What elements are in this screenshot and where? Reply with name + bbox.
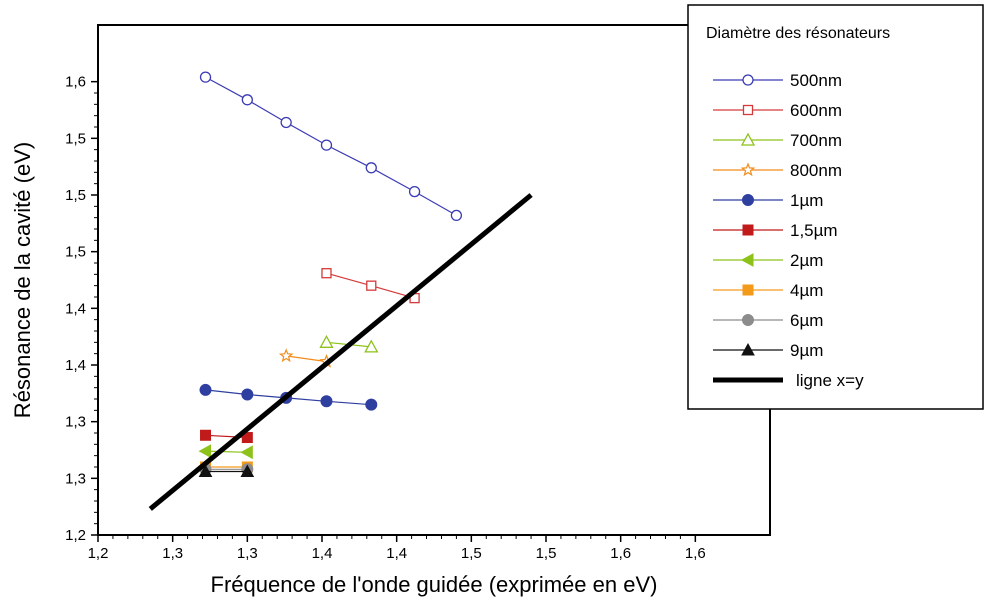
data-point-500nm: [199, 71, 212, 83]
y-tick-label: 1,5: [65, 130, 86, 147]
legend-label: ligne x=y: [796, 371, 864, 390]
legend-item-1-m: 1µm: [713, 191, 823, 210]
legend-item-700nm: 700nm: [713, 131, 842, 150]
data-point-1-5-m: [241, 432, 253, 444]
series-500nm: [199, 71, 463, 222]
legend-label: 1,5µm: [790, 221, 838, 240]
x-tick-label: 1,5: [536, 545, 557, 562]
data-point-9-m: [198, 464, 213, 478]
series-line-2-m: [205, 450, 248, 453]
x-tick-label: 1,6: [685, 545, 706, 562]
legend-label: 6µm: [790, 311, 823, 330]
legend-items: 500nm 600nm 700nm 800nm 1µm 1,5µm 2µm 4µm 6µm 9µm…: [713, 71, 864, 390]
legend-marker: [742, 104, 754, 116]
legend-marker: [740, 253, 754, 267]
legend-item-9-m: 9µm: [713, 341, 823, 360]
series-600nm: [321, 268, 420, 304]
series-9-m: [198, 464, 255, 478]
legend: Diamètre des résonateurs 500nm 600nm 700nm…: [687, 4, 984, 410]
y-tick-label: 1,4: [65, 357, 86, 374]
legend-marker: [742, 224, 754, 236]
legend-title: Diamètre des résonateurs: [706, 25, 890, 42]
data-point-600nm: [321, 268, 332, 279]
y-axis-title: Résonance de la cavité (eV): [10, 142, 35, 418]
legend-label: 800nm: [790, 161, 842, 180]
series-line-800nm: [286, 355, 327, 363]
legend-marker: [742, 314, 754, 326]
legend-label: 500nm: [790, 71, 842, 90]
data-point-2-m: [240, 445, 253, 460]
x-axis: 1,2 1,3 1,3 1,4 1,4 1,5 1,5 1,6 1,6: [88, 535, 706, 562]
y-axis: 1,2 1,3 1,3 1,4 1,4 1,5 1,5 1,5 1,6: [65, 74, 98, 544]
x-tick-label: 1,3: [237, 545, 258, 562]
legend-label: 1µm: [790, 191, 823, 210]
data-point-500nm: [320, 139, 333, 151]
legend-label: 4µm: [790, 281, 823, 300]
y-tick-label: 1,3: [65, 414, 86, 431]
y-tick-label: 1,5: [65, 187, 86, 204]
legend-label: 600nm: [790, 101, 842, 120]
x-tick-label: 1,6: [610, 545, 631, 562]
legend-item-800nm: 800nm: [713, 161, 842, 180]
data-point-1-m: [320, 395, 333, 408]
x-tick-label: 1,4: [386, 545, 407, 562]
x-axis-title: Fréquence de l'onde guidée (exprimée en …: [211, 572, 658, 597]
legend-marker: [741, 342, 755, 356]
x-tick-label: 1,4: [312, 545, 333, 562]
data-point-600nm: [366, 280, 377, 291]
data-point-500nm: [365, 162, 377, 174]
legend-item-500nm: 500nm: [713, 71, 842, 90]
legend-marker: [740, 132, 756, 146]
series-line-ligne-x-y: [148, 193, 533, 511]
data-point-1-m: [365, 398, 378, 411]
legend-marker: [740, 162, 756, 177]
y-tick-label: 1,5: [65, 244, 86, 261]
plot-frame: [97, 24, 771, 536]
data-point-9-m: [240, 464, 255, 478]
legend-marker: [742, 74, 754, 86]
legend-item-6-m: 6µm: [713, 311, 823, 330]
data-point-1-m: [199, 383, 212, 396]
data-point-1-5-m: [200, 429, 212, 441]
legend-label: 2µm: [790, 251, 823, 270]
data-point-700nm: [364, 339, 379, 353]
y-tick-label: 1,4: [65, 300, 86, 317]
series-2-m: [198, 444, 253, 460]
data-point-800nm: [278, 348, 294, 363]
legend-label: 9µm: [790, 341, 823, 360]
legend-item-600nm: 600nm: [713, 101, 842, 120]
legend-label: 700nm: [790, 131, 842, 150]
data-point-500nm: [450, 209, 463, 222]
data-point-700nm: [319, 334, 334, 348]
data-point-500nm: [280, 116, 292, 129]
y-tick-label: 1,6: [65, 74, 86, 91]
legend-box: [687, 4, 984, 410]
legend-marker: [742, 284, 754, 296]
legend-item-4-m: 4µm: [713, 281, 823, 300]
legend-marker: [742, 194, 754, 206]
data-point-500nm: [408, 185, 421, 198]
data-point-500nm: [241, 94, 253, 106]
data-point-2-m: [198, 444, 212, 458]
x-tick-label: 1,3: [162, 545, 183, 562]
x-tick-label: 1,2: [88, 545, 109, 562]
legend-item-1-5-m: 1,5µm: [713, 221, 838, 240]
x-tick-label: 1,5: [461, 545, 482, 562]
series-layer: [148, 71, 533, 511]
legend-item-2-m: 2µm: [713, 251, 823, 270]
series-700nm: [319, 334, 379, 353]
y-tick-label: 1,3: [65, 470, 86, 487]
y-tick-label: 1,2: [65, 527, 86, 544]
data-point-1-m: [241, 388, 254, 401]
series-ligne-x-y: [148, 193, 533, 511]
legend-item-ligne-x-y: ligne x=y: [713, 371, 864, 390]
